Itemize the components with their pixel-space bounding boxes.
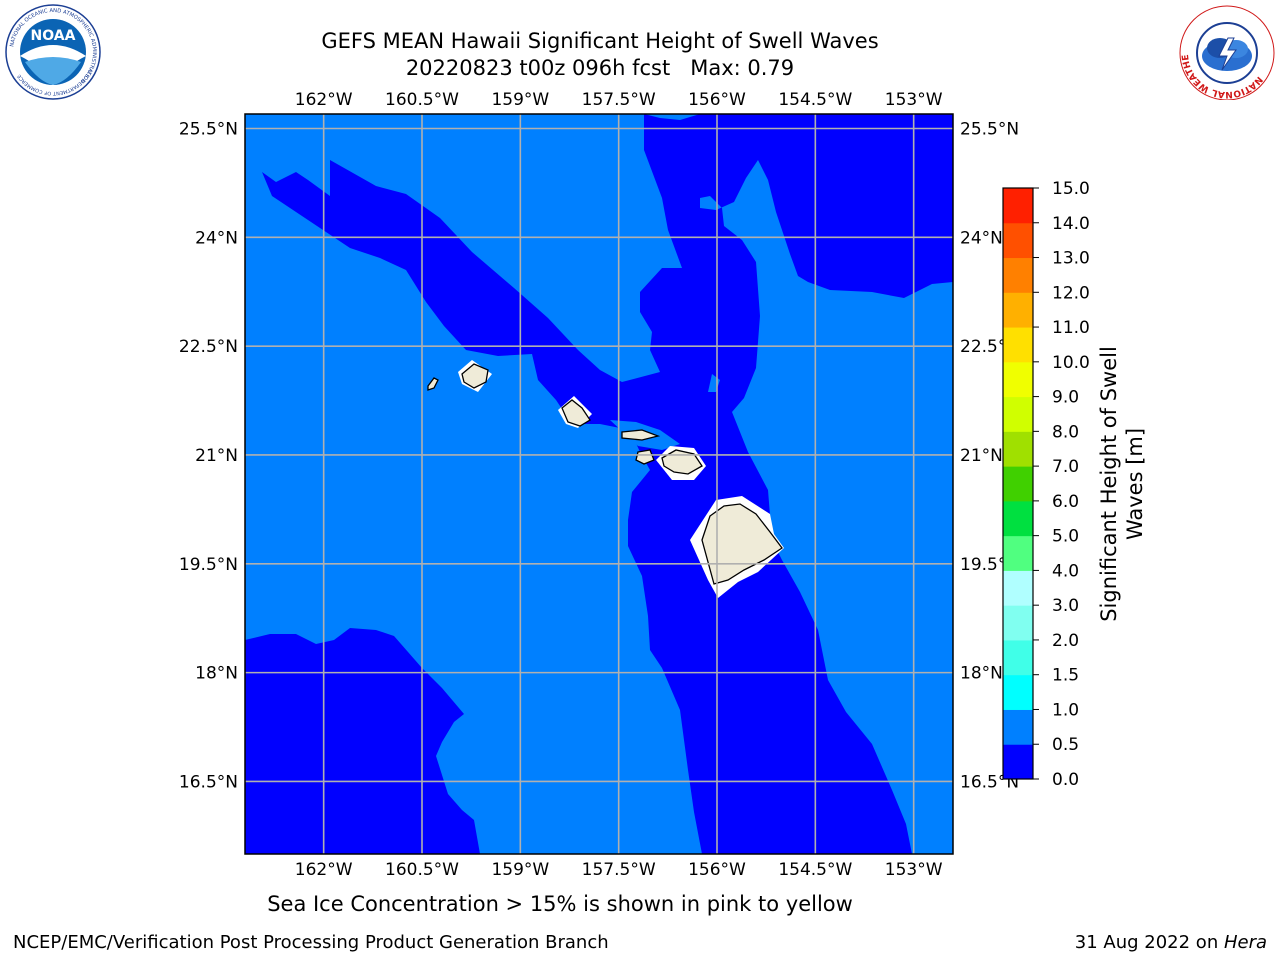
colorbar-band-7 — [1003, 500, 1033, 537]
colorbar-band-0 — [1003, 744, 1033, 780]
colorbar-tick-label-17: 15.0 — [1052, 180, 1090, 199]
lon-tick-label-bottom-0: 162°W — [295, 860, 353, 880]
lat-tick-label-left-6: 16.5°N — [179, 772, 238, 792]
colorbar-band-2 — [1003, 674, 1033, 710]
colorbar-tick-label-2: 1.0 — [1052, 700, 1079, 720]
footer-branch: NCEP/EMC/Verification Post Processing Pr… — [13, 932, 609, 953]
lat-tick-label-left-1: 24°N — [195, 228, 238, 248]
colorbar-tick-label-0: 0.0 — [1052, 770, 1079, 790]
colorbar-tick-label-5: 3.0 — [1052, 596, 1079, 616]
colorbar-label-line2: Waves [m] — [1123, 428, 1147, 540]
lon-tick-label-bottom-4: 156°W — [688, 860, 746, 880]
colorbar-band-1 — [1003, 709, 1033, 745]
colorbar-label-line1: Significant Height of Swell — [1097, 346, 1121, 622]
lat-tick-label-left-0: 25.5°N — [179, 120, 238, 140]
island-molokai — [621, 429, 661, 441]
footer-host: Hera — [1223, 932, 1267, 953]
colorbar-band-14 — [1003, 257, 1033, 293]
colorbar-tick-label-13: 11.0 — [1052, 318, 1090, 338]
colorbar-tick-label-1: 0.5 — [1052, 735, 1079, 755]
colorbar-band-5 — [1003, 570, 1033, 606]
lon-tick-label-top-1: 160.5°W — [385, 90, 459, 110]
lon-tick-label-top-5: 154.5°W — [778, 90, 852, 110]
lat-tick-label-right-0: 25.5°N — [960, 120, 1019, 140]
colorbar-tick-label-9: 7.0 — [1052, 457, 1079, 477]
lat-tick-label-left-3: 21°N — [195, 446, 238, 466]
lat-tick-label-left-4: 19.5°N — [179, 555, 238, 575]
colorbar-band-4 — [1003, 605, 1033, 641]
lat-tick-label-left-5: 18°N — [195, 664, 238, 684]
noaa-logo-label: NOAA — [31, 28, 76, 44]
colorbar-tick-label-10: 8.0 — [1052, 422, 1079, 442]
gridlines — [245, 114, 953, 854]
title-line-1: GEFS MEAN Hawaii Significant Height of S… — [321, 29, 879, 53]
swell-band-0.5-1.0-east — [700, 160, 953, 854]
colorbar-band-3 — [1003, 639, 1033, 676]
lon-tick-label-bottom-6: 153°W — [885, 860, 943, 880]
island-niihau — [427, 377, 439, 391]
lon-tick-label-bottom-1: 160.5°W — [385, 860, 459, 880]
colorbar-band-10 — [1003, 396, 1033, 432]
swell-band-0.5-1.0-west — [245, 114, 702, 854]
lon-tick-label-top-3: 157.5°W — [582, 90, 656, 110]
footer-date-text: 31 Aug 2022 on — [1074, 932, 1224, 953]
colorbar: 0.0 0.5 1.0 1.5 2.0 3.0 4.0 5.0 6.0 7.0 8.0 9.0 10.0… — [1002, 180, 1147, 790]
colorbar-band-11 — [1003, 361, 1033, 398]
island-maui — [661, 449, 703, 475]
colorbar-band-6 — [1003, 535, 1033, 571]
colorbar-band-8 — [1003, 466, 1033, 502]
nws-logo: NATIONAL WEATHER SERVICE — [1178, 4, 1275, 100]
lon-tick-label-bottom-3: 157.5°W — [582, 860, 656, 880]
colorbar-frame — [1002, 187, 1034, 780]
colorbar-tick-label-15: 13.0 — [1052, 249, 1090, 269]
colorbar-band-12 — [1003, 327, 1033, 363]
lat-tick-label-right-1: 24°N — [960, 228, 1003, 248]
colorbar-band-13 — [1003, 292, 1033, 328]
colorbar-tick-label-4: 2.0 — [1052, 631, 1079, 651]
colorbar-tick-label-3: 1.5 — [1052, 666, 1079, 686]
footer-date: 31 Aug 2022 on Hera — [1075, 932, 1267, 954]
island-kauai — [461, 363, 489, 389]
lon-tick-label-top-6: 153°W — [885, 90, 943, 110]
colorbar-tick-label-16: 14.0 — [1052, 214, 1090, 234]
swell-band-0.5-1.0-northeast — [644, 114, 700, 120]
map-tick-labels: 162°W 162°W 160.5°W 160.5°W 159°W 159°W 157.5°… — [179, 90, 1019, 880]
colorbar-tick-label-14: 12.0 — [1052, 283, 1090, 303]
title-line-2: 20220823 t00z 096h fcst Max: 0.79 — [405, 56, 795, 80]
colorbar-band-15 — [1003, 222, 1033, 259]
noaa-logo: NOAA NATIONAL OCEANIC AND ATMOSPHERIC AD… — [5, 4, 101, 100]
colorbar-tick-label-6: 4.0 — [1052, 561, 1079, 581]
sea-ice-note: Sea Ice Concentration > 15% is shown in … — [267, 892, 853, 916]
colorbar-tick-label-7: 5.0 — [1052, 527, 1079, 547]
lat-tick-label-right-5: 18°N — [960, 664, 1003, 684]
lon-tick-label-top-4: 156°W — [688, 90, 746, 110]
colorbar-band-16 — [1003, 188, 1033, 224]
lat-tick-label-right-3: 21°N — [960, 446, 1003, 466]
lon-tick-label-top-2: 159°W — [491, 90, 549, 110]
lat-tick-label-left-2: 22.5°N — [179, 337, 238, 357]
lon-tick-label-bottom-5: 154.5°W — [778, 860, 852, 880]
colorbar-tick-label-8: 6.0 — [1052, 492, 1079, 512]
colorbar-tick-label-12: 10.0 — [1052, 353, 1090, 373]
colorbar-tick-label-11: 9.0 — [1052, 388, 1079, 408]
lon-tick-label-top-0: 162°W — [295, 90, 353, 110]
map-frame — [244, 113, 954, 855]
colorbar-band-9 — [1003, 431, 1033, 467]
island-lanai — [635, 449, 655, 465]
lon-tick-label-bottom-2: 159°W — [491, 860, 549, 880]
island-oahu — [561, 399, 591, 427]
